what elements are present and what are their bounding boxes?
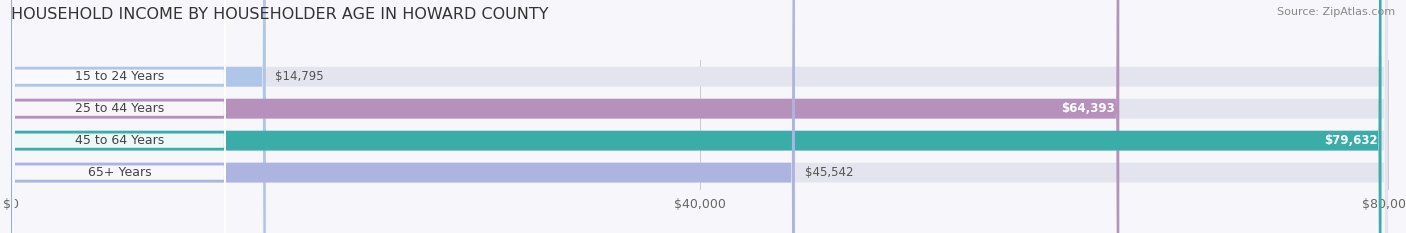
Text: Source: ZipAtlas.com: Source: ZipAtlas.com <box>1277 7 1395 17</box>
Text: $14,795: $14,795 <box>276 70 325 83</box>
Text: $64,393: $64,393 <box>1062 102 1115 115</box>
FancyBboxPatch shape <box>13 0 226 233</box>
Text: 45 to 64 Years: 45 to 64 Years <box>75 134 165 147</box>
FancyBboxPatch shape <box>13 0 226 233</box>
FancyBboxPatch shape <box>11 0 1119 233</box>
FancyBboxPatch shape <box>11 0 794 233</box>
Text: 65+ Years: 65+ Years <box>87 166 150 179</box>
Text: HOUSEHOLD INCOME BY HOUSEHOLDER AGE IN HOWARD COUNTY: HOUSEHOLD INCOME BY HOUSEHOLDER AGE IN H… <box>11 7 548 22</box>
FancyBboxPatch shape <box>11 0 1388 233</box>
FancyBboxPatch shape <box>11 0 1388 233</box>
Text: $79,632: $79,632 <box>1324 134 1378 147</box>
FancyBboxPatch shape <box>11 0 1382 233</box>
FancyBboxPatch shape <box>13 0 226 233</box>
FancyBboxPatch shape <box>11 0 1388 233</box>
Text: 15 to 24 Years: 15 to 24 Years <box>75 70 165 83</box>
Text: 25 to 44 Years: 25 to 44 Years <box>75 102 165 115</box>
FancyBboxPatch shape <box>13 0 226 233</box>
Text: $45,542: $45,542 <box>804 166 853 179</box>
FancyBboxPatch shape <box>11 0 266 233</box>
FancyBboxPatch shape <box>11 0 1388 233</box>
